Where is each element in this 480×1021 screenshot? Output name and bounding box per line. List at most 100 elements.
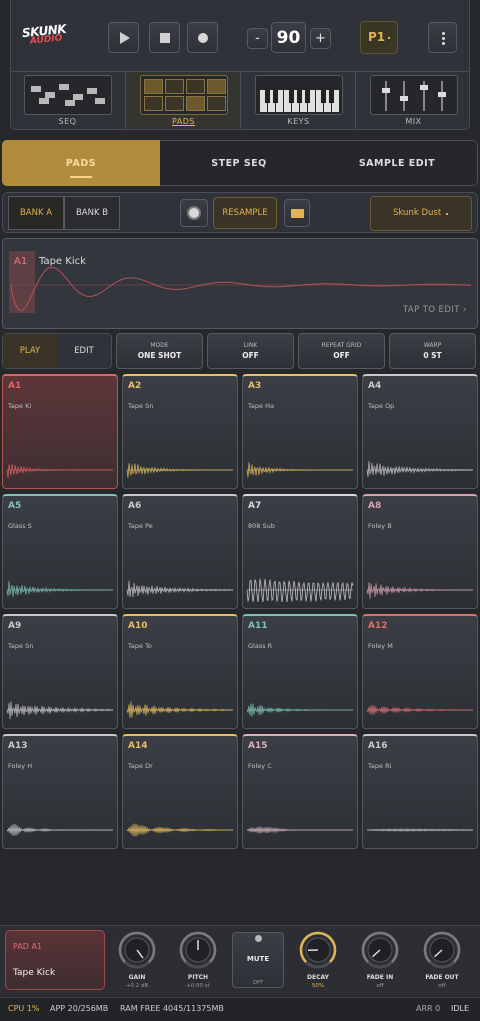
pad-id: A16 — [368, 741, 388, 751]
knob[interactable]: DECAY 50% — [296, 930, 340, 992]
pad[interactable]: A1 Tape Ki — [2, 374, 118, 489]
pad-waveform — [126, 823, 234, 837]
param-value: 0 ST — [423, 351, 442, 360]
pad-waveform-trace — [246, 462, 353, 478]
record-button[interactable] — [187, 22, 218, 53]
stop-button[interactable] — [149, 22, 180, 53]
main-tab[interactable]: STEP SEQ — [211, 157, 267, 169]
pad[interactable]: A8 Foley B — [362, 494, 478, 609]
pad[interactable]: A16 Tape Ri — [362, 734, 478, 849]
view-tab[interactable]: MIX — [355, 72, 470, 129]
view-tab[interactable]: KEYS — [240, 72, 355, 129]
knob[interactable]: FADE OUT off — [420, 930, 464, 992]
view-tab[interactable]: PADS — [125, 72, 240, 129]
mode-button[interactable]: EDIT — [74, 346, 94, 356]
black-key — [297, 90, 302, 103]
mute-button[interactable]: MUTE OFF — [232, 932, 284, 988]
main-tab[interactable]: SAMPLE EDIT — [358, 157, 436, 169]
pad-id: A8 — [368, 501, 382, 511]
pad[interactable]: A11 Glass R — [242, 614, 358, 729]
pad[interactable]: A15 Foley C — [242, 734, 358, 849]
pad-waveform-trace — [246, 826, 353, 834]
white-key — [284, 90, 291, 112]
pad-id: A6 — [128, 501, 142, 511]
pad[interactable]: A3 Tape Ha — [242, 374, 358, 489]
pad-name: Tape Ki — [8, 402, 32, 410]
knob-arc — [423, 931, 461, 963]
knob[interactable]: GAIN +0.2 dB — [115, 930, 159, 992]
param-button[interactable]: MODE ONE SHOT — [116, 333, 203, 369]
sample-record[interactable] — [180, 199, 208, 227]
pad-waveform-trace — [246, 703, 354, 717]
view-label: SEQ — [58, 117, 77, 126]
pad[interactable]: A4 Tape Op — [362, 374, 478, 489]
sample-record-icon — [187, 206, 201, 220]
knob-value: +0.00 st — [186, 983, 210, 989]
pad[interactable]: A13 Foley H — [2, 734, 118, 849]
param-button[interactable]: WARP 0 ST — [389, 333, 476, 369]
pad-waveform-trace — [246, 578, 354, 602]
pad[interactable]: A12 Foley M — [362, 614, 478, 729]
pad[interactable]: A5 Glass S — [2, 494, 118, 609]
folder-button[interactable] — [284, 199, 310, 227]
pattern-button[interactable]: P1 — [360, 21, 398, 54]
knob-dial — [361, 931, 399, 969]
bank-button[interactable]: BANK B — [64, 196, 120, 230]
pattern-label: P1 — [368, 30, 386, 44]
knob-label: DECAY — [307, 974, 329, 981]
selected-pad[interactable]: PAD A1 Tape Kick — [5, 930, 105, 990]
stop-icon — [160, 33, 170, 43]
main-tab[interactable]: PADS — [2, 140, 160, 186]
menu-dot — [442, 32, 445, 35]
pad-waveform-trace — [6, 824, 113, 836]
pad[interactable]: A14 Tape Dr — [122, 734, 238, 849]
knob-pointer — [136, 949, 144, 959]
waveform-trace — [10, 266, 471, 311]
knob[interactable]: PITCH +0.00 st — [176, 930, 220, 992]
knob-label: FADE IN — [366, 974, 394, 981]
pad-waveform-trace — [6, 701, 114, 720]
knob-label: PITCH — [187, 974, 209, 981]
param-value: ONE SHOT — [137, 351, 182, 360]
view-tab[interactable]: SEQ — [10, 72, 125, 129]
pad-name: Tape Ha — [248, 402, 274, 410]
fader-track — [423, 81, 425, 111]
kit-selector[interactable]: Skunk Dust — [370, 196, 472, 231]
white-key — [308, 90, 315, 112]
pad-name: Tape Ri — [368, 762, 392, 770]
param-button[interactable]: LINK OFF — [207, 333, 294, 369]
bank-button[interactable]: BANK A — [8, 196, 64, 230]
pad[interactable]: A7 808 Sub — [242, 494, 358, 609]
pad[interactable]: A6 Tape Pe — [122, 494, 238, 609]
param-button[interactable]: REPEAT GRID OFF — [298, 333, 385, 369]
play-button[interactable] — [108, 22, 139, 53]
tempo-plus[interactable]: + — [310, 28, 331, 49]
fader-track — [385, 81, 387, 111]
tempo-value[interactable]: 90 — [271, 22, 306, 53]
mute-led — [255, 935, 262, 942]
pad-waveform-trace — [126, 701, 234, 718]
pad[interactable]: A10 Tape To — [122, 614, 238, 729]
black-key — [273, 90, 278, 103]
status-state: IDLE — [451, 1004, 470, 1013]
pad-waveform — [246, 462, 353, 478]
tempo-minus[interactable]: - — [247, 28, 268, 49]
pad-waveform — [6, 701, 114, 720]
seq-step — [39, 98, 49, 104]
black-key — [289, 90, 294, 103]
menu-dot — [442, 37, 445, 40]
mode-button[interactable]: PLAY — [3, 334, 57, 368]
seq-step — [45, 92, 55, 98]
knob-pointer — [434, 949, 443, 958]
pad[interactable]: A9 Tape Sn — [2, 614, 118, 729]
resample-button[interactable]: RESAMPLE — [213, 197, 277, 229]
knob[interactable]: FADE IN off — [358, 930, 402, 992]
knob-pointer — [372, 949, 381, 958]
waveform-pad: A1 — [14, 256, 28, 267]
pad-name: Glass S — [8, 522, 32, 530]
waveform-panel[interactable]: A1 Tape Kick TAP TO EDIT › — [2, 238, 478, 329]
menu-button[interactable] — [428, 22, 457, 53]
pad-waveform-trace — [366, 582, 474, 599]
pad[interactable]: A2 Tape Sn — [122, 374, 238, 489]
